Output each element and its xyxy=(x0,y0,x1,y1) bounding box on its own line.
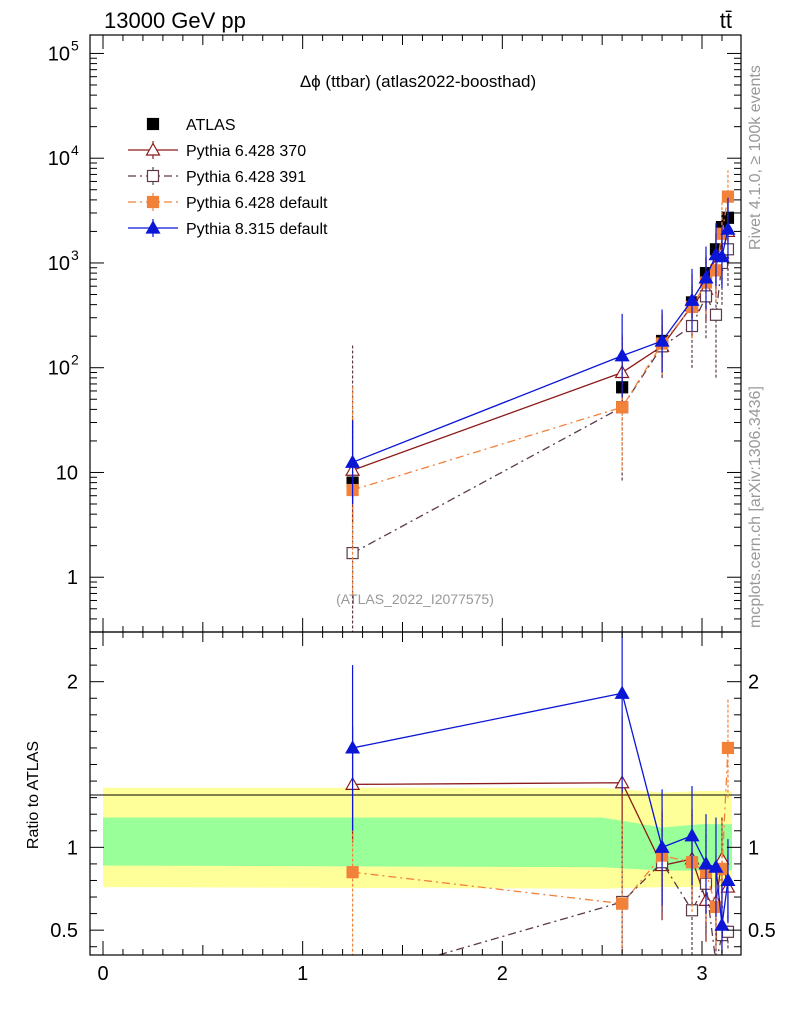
y-tick-exponent: 4 xyxy=(71,142,79,158)
data-point xyxy=(616,401,629,414)
mcplots-label: mcplots.cern.ch [arXiv:1306.3436] xyxy=(747,386,764,628)
ratio-point xyxy=(721,741,735,755)
legend-item-py391: Pythia 6.428 391 xyxy=(128,167,306,186)
y-tick-label: 10 xyxy=(48,253,70,275)
x-tick-label: 0 xyxy=(97,963,108,985)
ratio-axes: 0.5 0.5 1 1 2 2 0 1 2 3 xyxy=(50,631,776,985)
legend-marker xyxy=(146,195,160,209)
ratio-y-tick-label-right: 2 xyxy=(748,672,759,694)
x-tick-label: 1 xyxy=(297,963,308,985)
rivet-label: Rivet 4.1.0, ≥ 100k events xyxy=(747,65,764,250)
legend-label: Pythia 8.315 default xyxy=(186,221,328,238)
main-series-layer xyxy=(345,170,736,632)
y-tick-label: 10 xyxy=(56,462,78,484)
ratio-point xyxy=(347,974,358,985)
series-line-py370 xyxy=(352,231,729,471)
data-point xyxy=(654,333,670,347)
legend-marker xyxy=(145,142,161,156)
legend-marker xyxy=(146,169,160,183)
ratio-point xyxy=(708,859,724,873)
series-py8 xyxy=(345,197,736,505)
ratio-line-py8 xyxy=(352,692,729,926)
data-point xyxy=(698,270,714,284)
data-point xyxy=(345,454,361,468)
inner-uncertainty-band xyxy=(103,817,732,871)
legend-label: Pythia 6.428 default xyxy=(186,195,328,212)
analysis-watermark: (ATLAS_2022_I2077575) xyxy=(336,591,494,607)
y-tick-label: 10 xyxy=(48,148,70,170)
process-label: tt̄ xyxy=(720,8,732,33)
y-tick-exponent: 2 xyxy=(71,352,79,368)
legend-item-atlas: ATLAS xyxy=(146,117,236,134)
y-tick-exponent: 3 xyxy=(71,247,79,263)
ratio-point xyxy=(616,897,629,910)
ratio-y-tick-label: 2 xyxy=(67,672,78,694)
ratio-point xyxy=(684,828,700,842)
legend-label: Pythia 6.428 391 xyxy=(186,169,306,186)
ratio-y-tick-label-right: 1 xyxy=(748,837,759,859)
ratio-y-tick-label: 0.5 xyxy=(50,920,78,942)
ratio-ylabel: Ratio to ATLAS xyxy=(25,741,42,849)
legend-item-py8: Pythia 8.315 default xyxy=(128,219,328,238)
y-tick-label: 1 xyxy=(67,567,78,589)
series-line-py8 xyxy=(352,229,729,463)
ratio-point xyxy=(720,872,736,887)
legend: ATLAS Pythia 6.428 370 Pythia 6.428 391 Pyt… xyxy=(128,117,328,238)
main-plot-panel: Δϕ (ttbar) (atlas2022-boosthad) (ATLAS_2… xyxy=(48,34,742,633)
ratio-point xyxy=(714,917,730,931)
series-atlas xyxy=(346,202,735,499)
x-tick-label: 2 xyxy=(497,963,508,985)
ratio-point xyxy=(614,685,630,699)
data-point xyxy=(720,221,736,235)
ratio-point xyxy=(710,958,721,969)
data-point xyxy=(714,248,730,263)
x-tick-label: 3 xyxy=(696,963,707,985)
ratio-uncertainty-band xyxy=(103,787,732,889)
ratio-frame xyxy=(89,631,742,956)
data-point xyxy=(684,292,700,306)
ratio-series-py8 xyxy=(345,632,736,955)
energy-label: 13000 GeV pp xyxy=(104,8,246,33)
ratio-series-layer xyxy=(345,632,736,985)
y-tick-label: 10 xyxy=(48,358,70,380)
ratio-y-tick-label-right: 0.5 xyxy=(748,920,776,942)
series-line-py391 xyxy=(352,249,729,554)
chart-title: Δϕ (ttbar) (atlas2022-boosthad) xyxy=(300,72,536,91)
ratio-point xyxy=(346,866,359,879)
ratio-plot-panel: 0.5 0.5 1 1 2 2 0 1 2 3 Ratio to ATLAS xyxy=(25,631,776,985)
ratio-line-py_default xyxy=(352,747,729,908)
series-line-py_default xyxy=(352,196,729,491)
data-point xyxy=(709,308,723,321)
legend-item-py370: Pythia 6.428 370 xyxy=(128,141,306,160)
legend-marker xyxy=(146,117,160,131)
y-tick-exponent: 5 xyxy=(71,37,79,53)
legend-marker xyxy=(145,220,161,234)
legend-item-py_default: Pythia 6.428 default xyxy=(128,193,328,212)
data-point xyxy=(614,348,630,362)
series-py_default xyxy=(346,170,735,595)
y-tick-label: 10 xyxy=(48,43,70,65)
legend-label: ATLAS xyxy=(186,117,236,134)
ratio-point xyxy=(345,740,361,754)
ratio-point xyxy=(654,839,670,853)
ratio-point xyxy=(698,856,714,870)
ratio-y-tick-label: 1 xyxy=(67,837,78,859)
legend-label: Pythia 6.428 370 xyxy=(186,143,306,160)
